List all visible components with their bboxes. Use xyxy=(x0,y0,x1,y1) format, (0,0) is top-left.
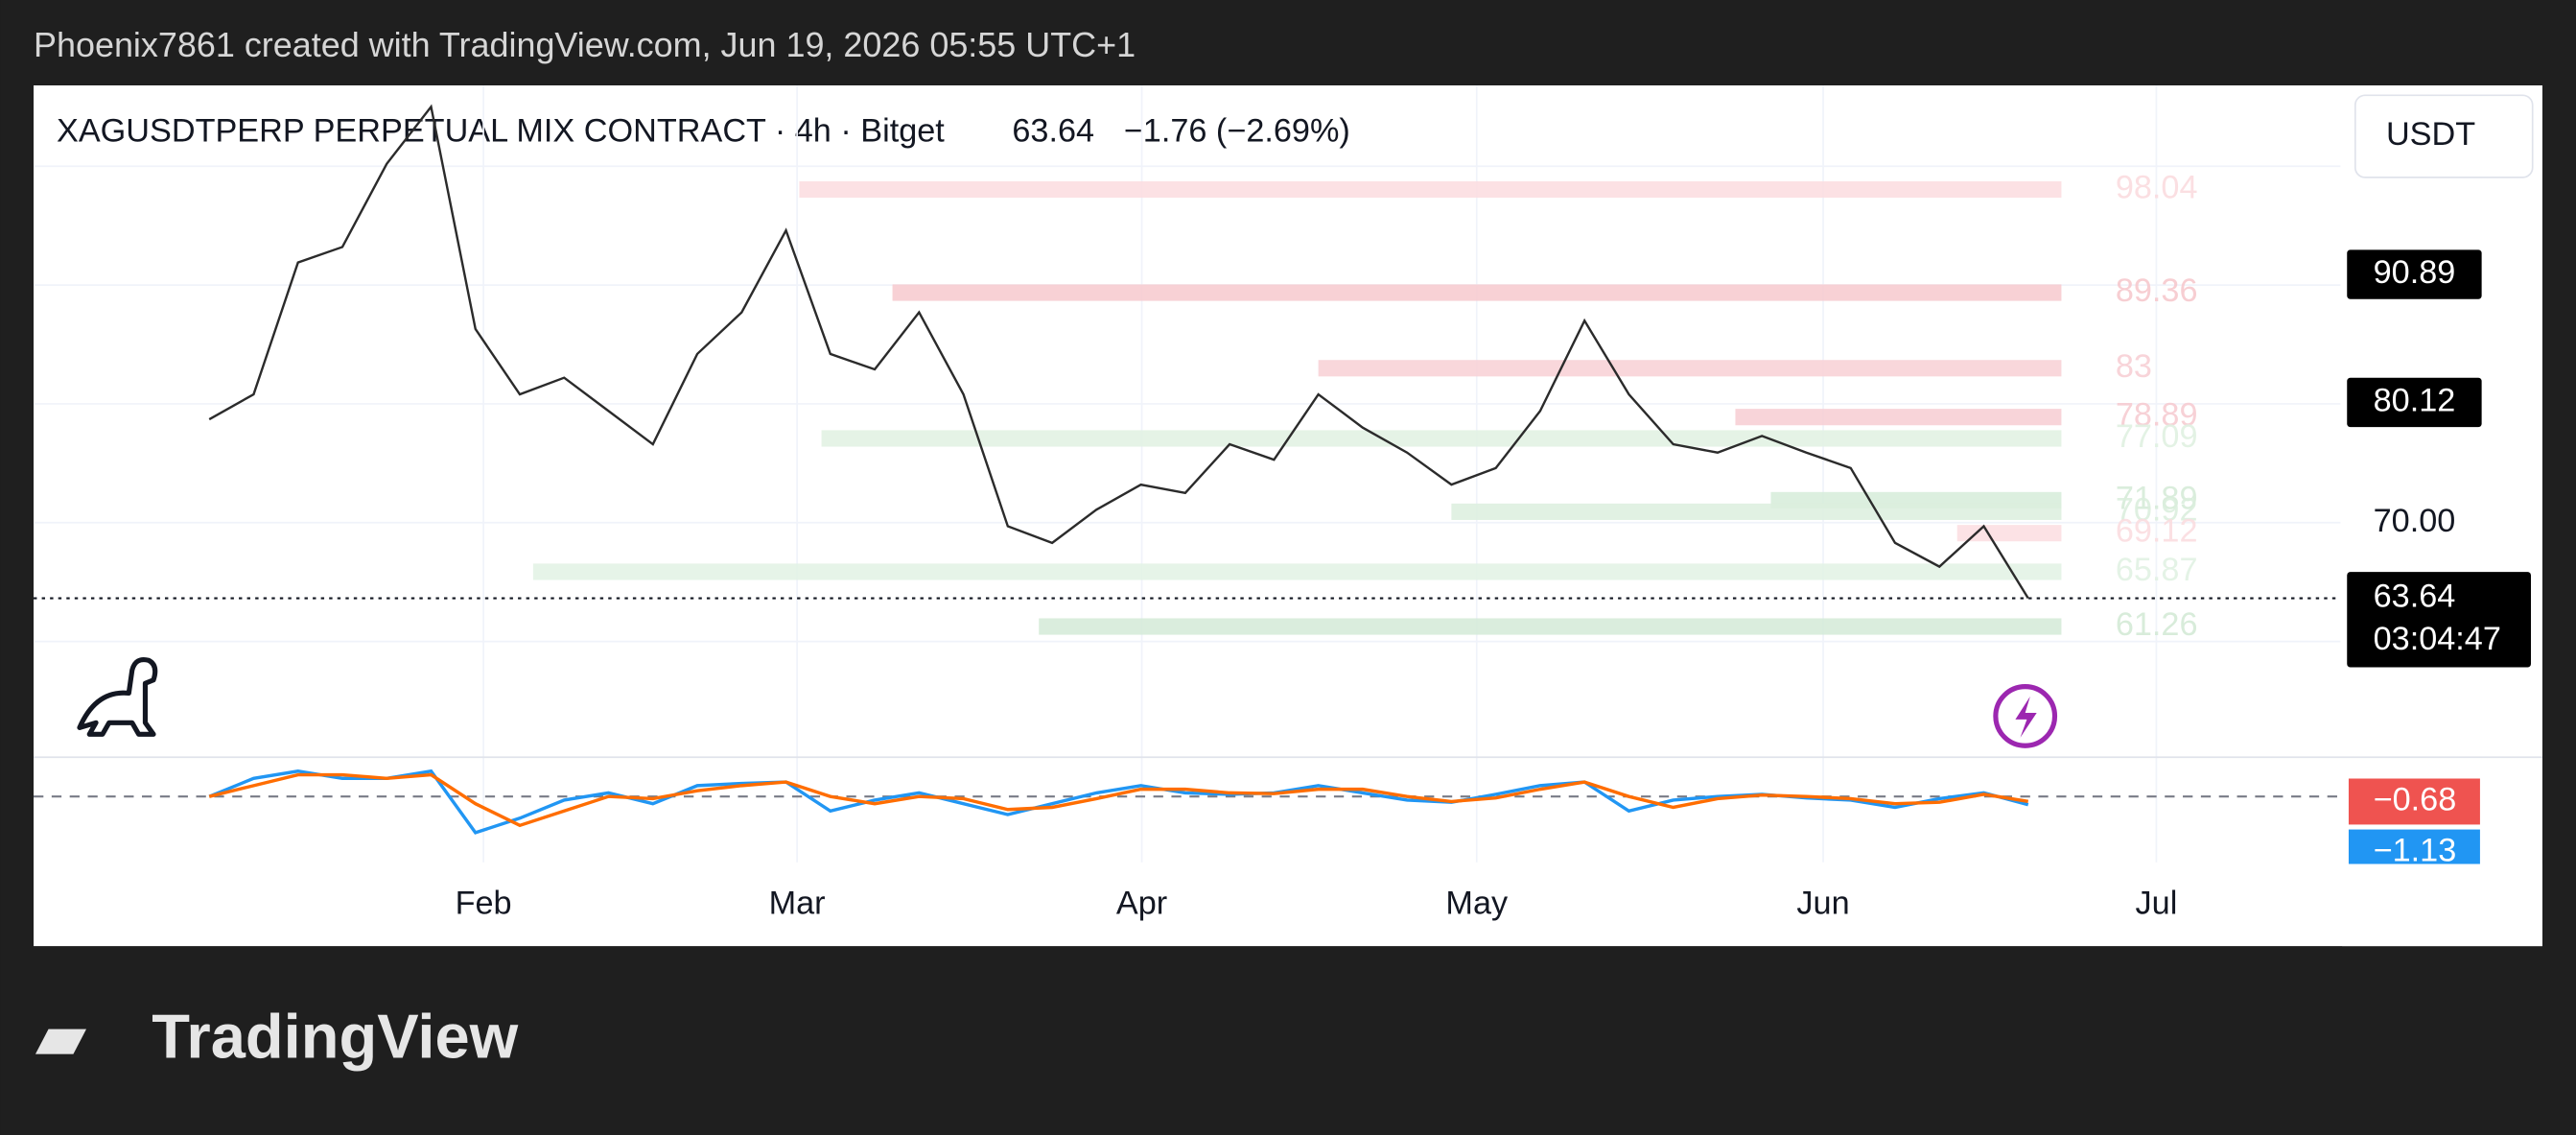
macd-tag-label: −0.68 xyxy=(2374,782,2457,818)
x-tick-label: Mar xyxy=(769,885,826,921)
price-tag xyxy=(2347,249,2482,299)
zone xyxy=(799,180,2062,199)
price-tag xyxy=(2347,377,2482,428)
zone-label: 65.87 xyxy=(2116,552,2198,588)
price-tag-label: 80.12 xyxy=(2374,382,2456,418)
zone-label: 61.26 xyxy=(2116,606,2198,643)
zone xyxy=(1451,503,2062,520)
zone-label: 78.89 xyxy=(2116,397,2198,434)
zone-label: 89.36 xyxy=(2116,272,2198,309)
zone-label: 83 xyxy=(2116,348,2152,385)
x-tick-label: Jun xyxy=(1796,885,1849,921)
zone-label: 77.09 xyxy=(2116,418,2198,455)
macd-tag xyxy=(2348,778,2480,825)
zone xyxy=(1318,360,2062,377)
zone xyxy=(892,284,2062,301)
footer-logo-mark: ▰ xyxy=(35,1002,86,1072)
zone-label: 98.04 xyxy=(2116,170,2198,206)
zone-label: 69.12 xyxy=(2116,513,2198,550)
symbol: XAGUSDTPERP PERPETUAL MIX CONTRACT · 4h … xyxy=(57,113,945,150)
zone xyxy=(532,563,2062,580)
zone xyxy=(1735,409,2062,426)
zone xyxy=(821,430,2062,447)
x-tick-label: Jul xyxy=(2136,885,2178,921)
currency[interactable]: USDT xyxy=(2386,116,2475,153)
zone-label: 71.89 xyxy=(2116,480,2198,516)
price-tag-label: 90.89 xyxy=(2374,254,2456,291)
change: −1.76 (−2.69%) xyxy=(1124,113,1350,150)
lightning-icon[interactable] xyxy=(1993,684,2058,748)
y-tick-label: 70.00 xyxy=(2374,503,2456,539)
countdown: 03:04:47 xyxy=(2374,621,2501,657)
x-tick-label: Apr xyxy=(1116,885,1167,921)
macd-line xyxy=(208,772,2029,828)
last-price: 63.64 xyxy=(1012,113,1094,150)
currency-button[interactable] xyxy=(2354,94,2534,178)
axis-strip xyxy=(2342,863,2542,947)
zone-label: 70.92 xyxy=(2116,491,2198,528)
price-line xyxy=(208,104,2029,600)
zone xyxy=(1956,525,2062,542)
header: Phoenix7861 created with TradingView.com… xyxy=(34,25,1136,64)
x-tick-label: May xyxy=(1445,885,1509,921)
current-price-tag xyxy=(2347,572,2531,668)
macd-tag-label: −1.13 xyxy=(2374,833,2457,869)
zone xyxy=(1039,618,2062,635)
x-tick-label: Feb xyxy=(456,885,512,921)
footer-logo: TradingView xyxy=(152,1002,518,1072)
dino-icon xyxy=(77,657,158,737)
current-price-label: 63.64 xyxy=(2374,579,2456,615)
chart-panel xyxy=(34,85,2542,947)
